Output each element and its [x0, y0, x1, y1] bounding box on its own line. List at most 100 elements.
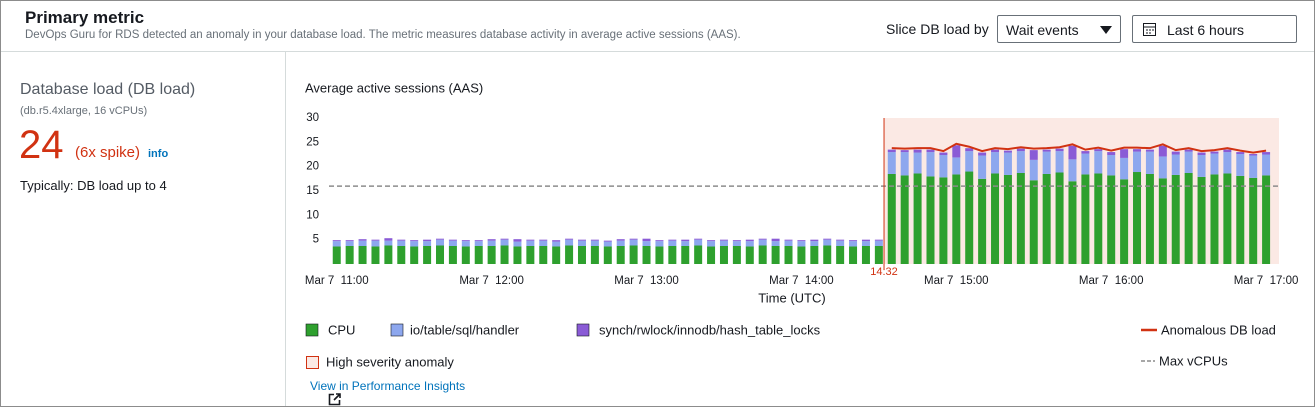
bar-segment [1094, 151, 1103, 174]
bar-segment [758, 245, 767, 264]
bar-segment [1223, 149, 1232, 153]
external-link-icon [329, 393, 342, 406]
bar-segment [1068, 159, 1077, 182]
bar-segment [577, 245, 586, 264]
bar-segment [1094, 173, 1103, 264]
bar-segment [732, 240, 741, 242]
legend-swatch [305, 323, 319, 337]
bar-segment [552, 240, 561, 242]
bar-segment [397, 245, 406, 264]
bar-segment [590, 245, 599, 264]
bar-segment [565, 238, 574, 240]
bar-segment [732, 241, 741, 246]
bar-segment [1262, 154, 1271, 176]
bar-segment [771, 238, 780, 242]
bar-segment [758, 239, 767, 246]
bar-segment [694, 238, 703, 240]
bar-segment [836, 245, 845, 264]
bar-segment [1184, 151, 1193, 173]
bar-segment [629, 239, 638, 246]
bar-segment [810, 241, 819, 246]
bar-segment [1262, 175, 1271, 264]
bar-segment [513, 239, 522, 242]
bar-segment [913, 173, 922, 264]
bar-segment [1133, 172, 1142, 264]
summary-title: Database load (DB load) [20, 81, 196, 98]
bar-segment [603, 240, 612, 242]
y-tick-label: 10 [306, 209, 319, 221]
dropdown-caret [1100, 26, 1112, 34]
bar-segment [1171, 174, 1180, 264]
bar-segment [448, 245, 457, 264]
bar-segment [1145, 173, 1154, 264]
bar-segment [978, 152, 987, 156]
link-text: View in Performance Insights [310, 379, 466, 393]
bar-segment [991, 149, 1000, 153]
bar-segment [1029, 159, 1038, 181]
bar-segment [991, 152, 1000, 174]
bar-segment [810, 239, 819, 242]
bar-segment [1133, 149, 1142, 152]
bar-segment [526, 239, 535, 241]
bar-segment [436, 239, 445, 246]
bar-segment [1236, 152, 1245, 155]
bar-segment [926, 152, 935, 177]
bar-segment [797, 246, 806, 264]
bar-segment [887, 173, 896, 264]
bar-segment [332, 240, 341, 242]
bar-segment [668, 240, 677, 246]
bar-segment [603, 241, 612, 247]
bar-segment [978, 155, 987, 179]
bar-segment [887, 149, 896, 153]
bar-segment [655, 240, 664, 242]
performance-insights-link[interactable]: View in Performance Insights [310, 379, 466, 406]
slice-dropdown[interactable]: Wait events [997, 15, 1121, 43]
legend-label: io/table/sql/handler [410, 322, 520, 337]
bar-segment [1158, 145, 1167, 157]
bar-segment [358, 240, 367, 246]
bar-segment [539, 240, 548, 246]
bar-segment [668, 239, 677, 241]
bar-segment [655, 246, 664, 264]
bar-segment [719, 239, 728, 241]
bar-segment [707, 241, 716, 247]
bar-segment [900, 152, 909, 176]
bar-segment [732, 245, 741, 264]
info-link[interactable]: info [148, 148, 169, 160]
bar-segment [629, 245, 638, 264]
bar-segment [410, 241, 419, 247]
bar-segment [487, 240, 496, 246]
bar-segment [823, 238, 832, 240]
bar-segment [1107, 154, 1116, 176]
bar-segment [384, 240, 393, 246]
bar-segment [1055, 148, 1064, 152]
bar-segment [668, 245, 677, 264]
bar-segment [836, 239, 845, 241]
bar-segment [1055, 151, 1064, 173]
bar-segment [642, 241, 651, 246]
bar-segment [1236, 175, 1245, 264]
bar-segment [694, 245, 703, 264]
bar-segment [552, 246, 561, 264]
x-tick-label: Mar 7 15:00 [924, 275, 989, 287]
x-tick-label: Mar 7 13:00 [614, 275, 679, 287]
bar-segment [590, 240, 599, 246]
bar-segment [500, 238, 509, 240]
time-range-picker[interactable]: Last 6 hours [1132, 15, 1297, 43]
bar-segment [448, 239, 457, 241]
bar-segment [513, 241, 522, 247]
bar-segment [1016, 151, 1025, 173]
bar-segment [797, 240, 806, 242]
bar-segment [371, 246, 380, 264]
bar-segment [332, 241, 341, 247]
bar-segment [474, 245, 483, 264]
bar-segment [1042, 151, 1051, 174]
bar-segment [719, 245, 728, 264]
bar-segment [577, 239, 586, 241]
bar-segment [1068, 181, 1077, 264]
bar-segment [926, 149, 935, 153]
bar-segment [1236, 154, 1245, 176]
bar-segment [358, 245, 367, 264]
bar-segment [384, 245, 393, 264]
